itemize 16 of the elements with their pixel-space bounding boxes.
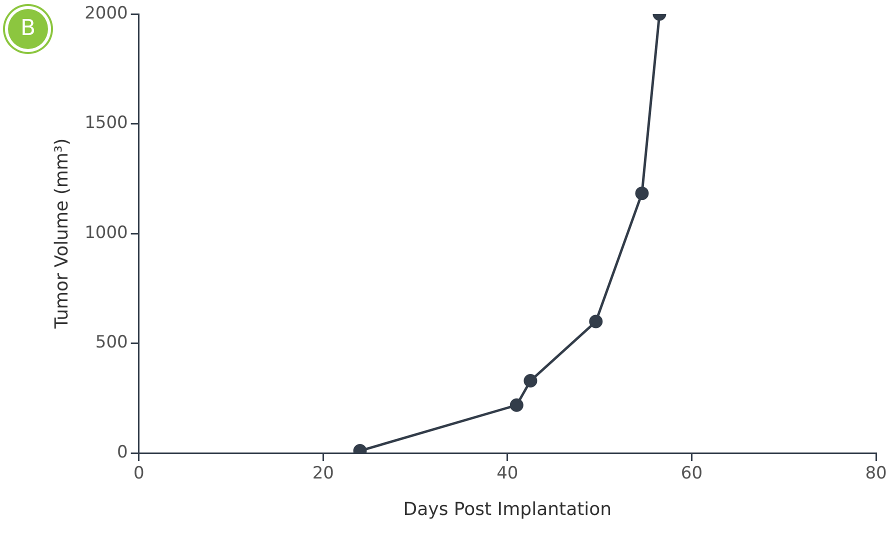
y-tick-label: 1000 xyxy=(84,222,128,243)
x-tick-label: 60 xyxy=(680,464,703,484)
point xyxy=(589,314,603,328)
point xyxy=(510,398,524,412)
y-tick-label: 2000 xyxy=(84,3,128,24)
point xyxy=(635,186,649,200)
x-tick-label: 0 xyxy=(133,464,144,484)
x-tick-label: 40 xyxy=(496,464,518,484)
y-axis-title: Tumor Volume (mm³) xyxy=(51,138,72,330)
x-axis-title: Days Post Implantation xyxy=(403,498,612,520)
x-tick-label: 80 xyxy=(865,464,887,484)
y-tick-label: 0 xyxy=(117,442,128,462)
point xyxy=(524,374,538,388)
x-tick-label: 20 xyxy=(312,464,334,484)
y-tick-label: 500 xyxy=(95,332,128,353)
y-tick-label: 1500 xyxy=(84,113,128,134)
